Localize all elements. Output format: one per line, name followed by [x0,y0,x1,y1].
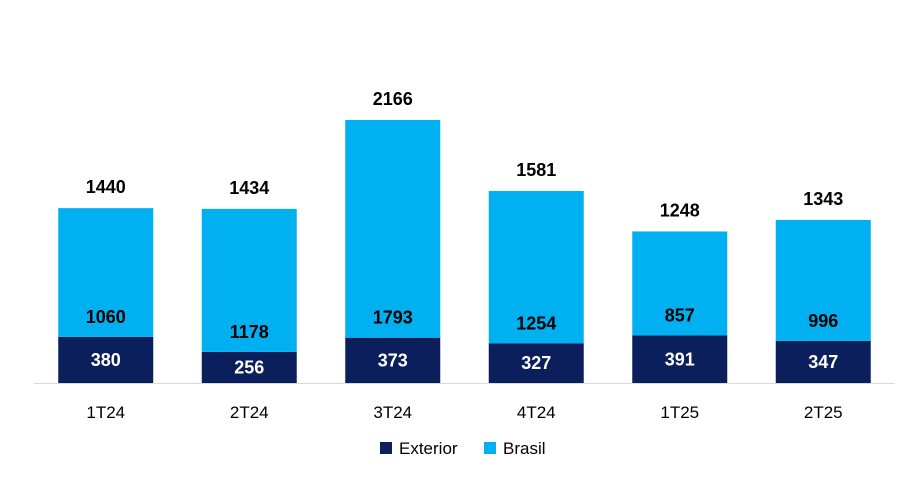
bar-brasil-1T25 [632,231,728,336]
data-label-exterior-3T24: 373 [378,350,408,370]
legend-label-brasil: Brasil [503,439,546,458]
data-label-exterior-1T25: 391 [665,349,695,369]
x-tick-1T25: 1T25 [660,403,699,422]
data-label-brasil-3T24: 1793 [373,308,413,328]
legend: Exterior Brasil [380,439,546,458]
bar-brasil-2T24 [201,208,297,352]
x-tick-3T24: 3T24 [373,403,412,422]
data-label-exterior-2T24: 256 [234,357,264,377]
bar-exterior-2T24 [201,351,297,383]
data-label-brasil-1T24: 1060 [86,307,126,327]
data-label-total-2T24: 1434 [229,178,269,198]
data-label-total-4T24: 1581 [516,160,556,180]
bar-exterior-4T24 [488,343,584,383]
data-label-exterior-4T24: 327 [521,353,551,373]
data-label-exterior-1T24: 380 [91,350,121,370]
data-label-total-1T25: 1248 [660,200,700,220]
x-tick-1T24: 1T24 [86,403,125,422]
data-label-total-1T24: 1440 [86,177,126,197]
bar-brasil-2T25 [775,219,871,341]
bar-brasil-1T24 [58,208,154,337]
bar-exterior-1T24 [58,336,154,383]
bar-exterior-2T25 [775,340,871,383]
data-label-brasil-2T24: 1178 [230,322,269,342]
data-label-exterior-2T25: 347 [808,352,838,372]
x-tick-4T24: 4T24 [517,403,556,422]
data-label-brasil-1T25: 857 [665,306,695,326]
bar-exterior-1T25 [632,335,728,383]
labels-group: 380 1060 1440 256 1178 1434 373 1793 2166 327 1254… [86,89,844,377]
x-tick-2T25: 2T25 [804,403,843,422]
bars-group [58,119,871,383]
legend-label-exterior: Exterior [399,439,458,458]
x-tick-2T24: 2T24 [230,403,269,422]
data-label-brasil-2T25: 996 [808,311,838,331]
legend-swatch-exterior [380,442,392,454]
bar-brasil-4T24 [488,191,584,344]
legend-swatch-brasil [484,442,496,454]
x-tick-labels: 1T24 2T24 3T24 4T24 1T25 2T25 [86,403,842,422]
bar-exterior-3T24 [345,337,441,383]
data-label-brasil-4T24: 1254 [516,313,556,333]
data-label-total-2T25: 1343 [803,189,843,209]
data-label-total-3T24: 2166 [373,89,413,109]
bar-brasil-3T24 [345,119,441,338]
